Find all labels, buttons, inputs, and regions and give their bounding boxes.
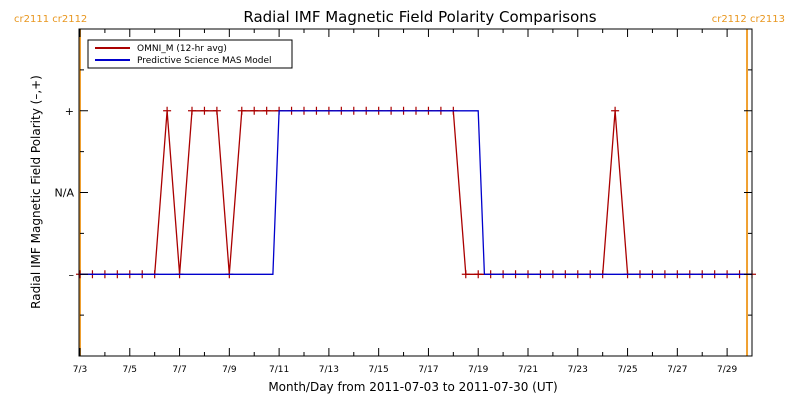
legend-label-omni: OMNI_M (12-hr avg) — [137, 44, 227, 54]
x-axis-ticks: 7/3 7/5 7/7 7/9 7/11 7/13 7/15 7/17 7/19 7/21 7/23… — [73, 29, 753, 375]
y-tick-label: – — [69, 268, 75, 281]
data-point — [188, 106, 196, 115]
data-point — [474, 270, 483, 279]
x-tick-label: 7/3 — [73, 365, 87, 375]
y-tick-label: + — [65, 105, 74, 118]
x-tick-label: 7/13 — [319, 365, 339, 375]
x-tick-label: 7/5 — [123, 365, 137, 375]
y-axis-label: Radial IMF Magnetic Field Polarity (–,+) — [29, 75, 43, 309]
legend-label-mas: Predictive Science MAS Model — [137, 56, 272, 66]
legend-box — [87, 39, 293, 69]
data-point — [212, 106, 221, 115]
x-tick-label: 7/17 — [418, 365, 438, 375]
x-tick-label: 7/27 — [667, 365, 687, 375]
x-tick-label: 7/23 — [568, 365, 588, 375]
y-axis-ticks: – N/A + — [55, 28, 752, 357]
x-tick-label: 7/11 — [269, 365, 289, 375]
carrington-boundary-label-left: cr2111 cr2112 — [14, 14, 87, 25]
data-point — [250, 106, 259, 115]
data-point — [461, 270, 470, 279]
x-tick-label: 7/21 — [518, 365, 538, 375]
x-tick-label: 7/25 — [617, 365, 637, 375]
chart-title: Radial IMF Magnetic Field Polarity Compa… — [243, 8, 596, 26]
plot-layer — [76, 29, 756, 356]
x-tick-label: 7/29 — [717, 365, 737, 375]
y-tick-label: N/A — [55, 187, 75, 200]
x-tick-label: 7/7 — [172, 365, 186, 375]
x-axis-label: Month/Day from 2011-07-03 to 2011-07-30 … — [268, 380, 557, 394]
series-line-0 — [80, 110, 752, 275]
data-point — [611, 106, 620, 115]
legend: OMNI_M (12-hr avg) Predictive Science MA… — [87, 39, 293, 69]
series-line-1 — [80, 110, 752, 275]
x-tick-label: 7/19 — [468, 365, 488, 375]
data-point — [200, 106, 209, 115]
plot-frame — [78, 28, 753, 357]
data-point — [163, 106, 172, 115]
carrington-boundary-label-right: cr2112 cr2113 — [712, 14, 785, 25]
x-tick-label: 7/15 — [369, 365, 389, 375]
data-point — [237, 106, 246, 115]
x-tick-label: 7/9 — [222, 365, 237, 375]
data-point — [262, 106, 271, 115]
